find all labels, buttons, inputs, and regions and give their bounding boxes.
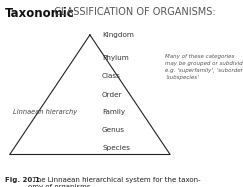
Text: Class: Class [102, 73, 121, 79]
Text: Fig. 20.1: Fig. 20.1 [5, 177, 40, 183]
Text: Taxonomic: Taxonomic [5, 7, 75, 20]
Text: Family: Family [102, 109, 125, 115]
Text: The Linnaean hierarchical system for the taxon-
omy of organisms.: The Linnaean hierarchical system for the… [28, 177, 200, 187]
Text: Genus: Genus [102, 127, 125, 133]
Text: Linnaean hierarchy: Linnaean hierarchy [13, 109, 77, 115]
Text: Kingdom: Kingdom [102, 32, 134, 38]
Text: Species: Species [102, 145, 130, 151]
Text: Order: Order [102, 92, 123, 98]
Text: CLASSIFICATION OF ORGANISMS:: CLASSIFICATION OF ORGANISMS: [51, 7, 216, 16]
Text: Phylum: Phylum [102, 55, 129, 61]
Text: Many of these categories
may be grouped or subdivided
e.g. ‘superfamily’, ‘subor: Many of these categories may be grouped … [165, 54, 243, 80]
